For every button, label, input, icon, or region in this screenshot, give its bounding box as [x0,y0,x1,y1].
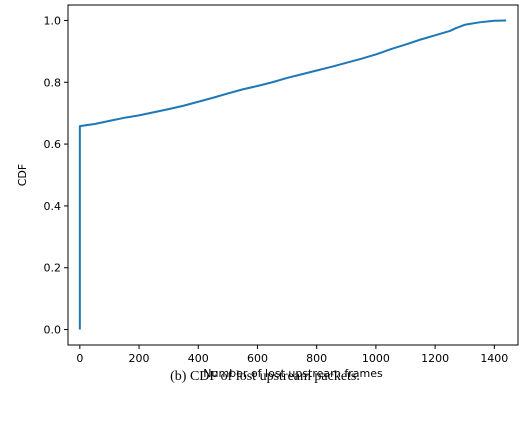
y-tick-label: 0.8 [44,76,62,89]
y-tick-label: 0.2 [44,262,62,275]
x-tick-label: 1000 [362,352,390,365]
plot-area [67,4,519,346]
figure-caption: (b) CDF of lost upstream packets. [170,369,360,384]
x-tick-label: 1200 [421,352,449,365]
x-tick-label: 1400 [480,352,508,365]
x-tick-label: 0 [76,352,83,365]
x-tick-label: 400 [188,352,209,365]
x-tick-label: 800 [306,352,327,365]
y-tick-label: 0.6 [44,138,62,151]
y-axis-title: CDF [16,164,29,186]
x-tick-label: 200 [129,352,150,365]
y-tick-label: 1.0 [44,14,62,27]
x-axis-title: Number of lost upstream frames [203,367,383,380]
y-tick-label: 0.4 [44,200,62,213]
cdf-line [78,19,507,330]
x-tick-label: 600 [247,352,268,365]
axis-ticks: 0 200 400 600 800 1000 1200 1400 0.0 0.2 0.4 0.6 0.8… [44,14,509,365]
plot-frame [67,4,519,346]
y-tick-label: 0.0 [44,324,62,337]
